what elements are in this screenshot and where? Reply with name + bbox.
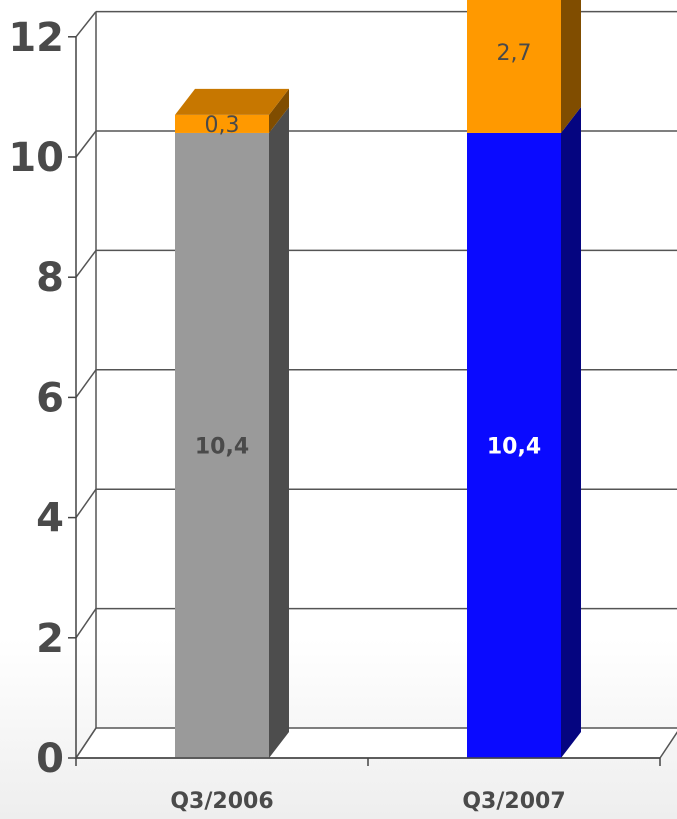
labels: 10,4 0,3 Q3/2006 10,4 2,7 Q3/2007 0 2 4 6 8 10 12 bbox=[8, 15, 565, 814]
y-tick-label: 4 bbox=[36, 496, 64, 542]
bars bbox=[175, 0, 581, 758]
x-tick-label: Q3/2006 bbox=[170, 789, 273, 814]
gridline-diagonal bbox=[75, 249, 97, 278]
gridline-diagonal bbox=[75, 727, 97, 759]
bar-side bbox=[561, 106, 581, 758]
bar-front bbox=[467, 0, 561, 133]
y-tick-label: 0 bbox=[36, 736, 64, 782]
data-label: 10,4 bbox=[487, 434, 541, 459]
bar-side bbox=[269, 88, 289, 133]
y-tick-label: 6 bbox=[36, 375, 64, 421]
y-tick-label: 10 bbox=[8, 135, 64, 181]
bar-front bbox=[467, 132, 561, 758]
bar-top bbox=[175, 88, 289, 115]
grid bbox=[74, 10, 677, 759]
bar-front bbox=[175, 114, 269, 133]
axes bbox=[68, 36, 661, 766]
data-label: 10,4 bbox=[195, 434, 249, 459]
y-tick-label: 8 bbox=[36, 255, 64, 301]
bar-side bbox=[561, 0, 581, 133]
data-label: 2,7 bbox=[497, 41, 532, 66]
data-label: 0,3 bbox=[205, 113, 240, 138]
y-tick-label: 12 bbox=[8, 15, 64, 61]
gridline-diagonal bbox=[75, 608, 97, 639]
gridline-diagonal bbox=[75, 130, 97, 158]
gridline-diagonal bbox=[75, 11, 97, 38]
y-tick-label: 2 bbox=[36, 616, 64, 662]
gridline-diagonal bbox=[75, 369, 97, 398]
bar-side bbox=[269, 106, 289, 758]
floor bbox=[74, 727, 677, 759]
gridline-diagonal bbox=[75, 488, 97, 519]
bar-front bbox=[175, 132, 269, 758]
x-tick-label: Q3/2007 bbox=[462, 789, 565, 814]
